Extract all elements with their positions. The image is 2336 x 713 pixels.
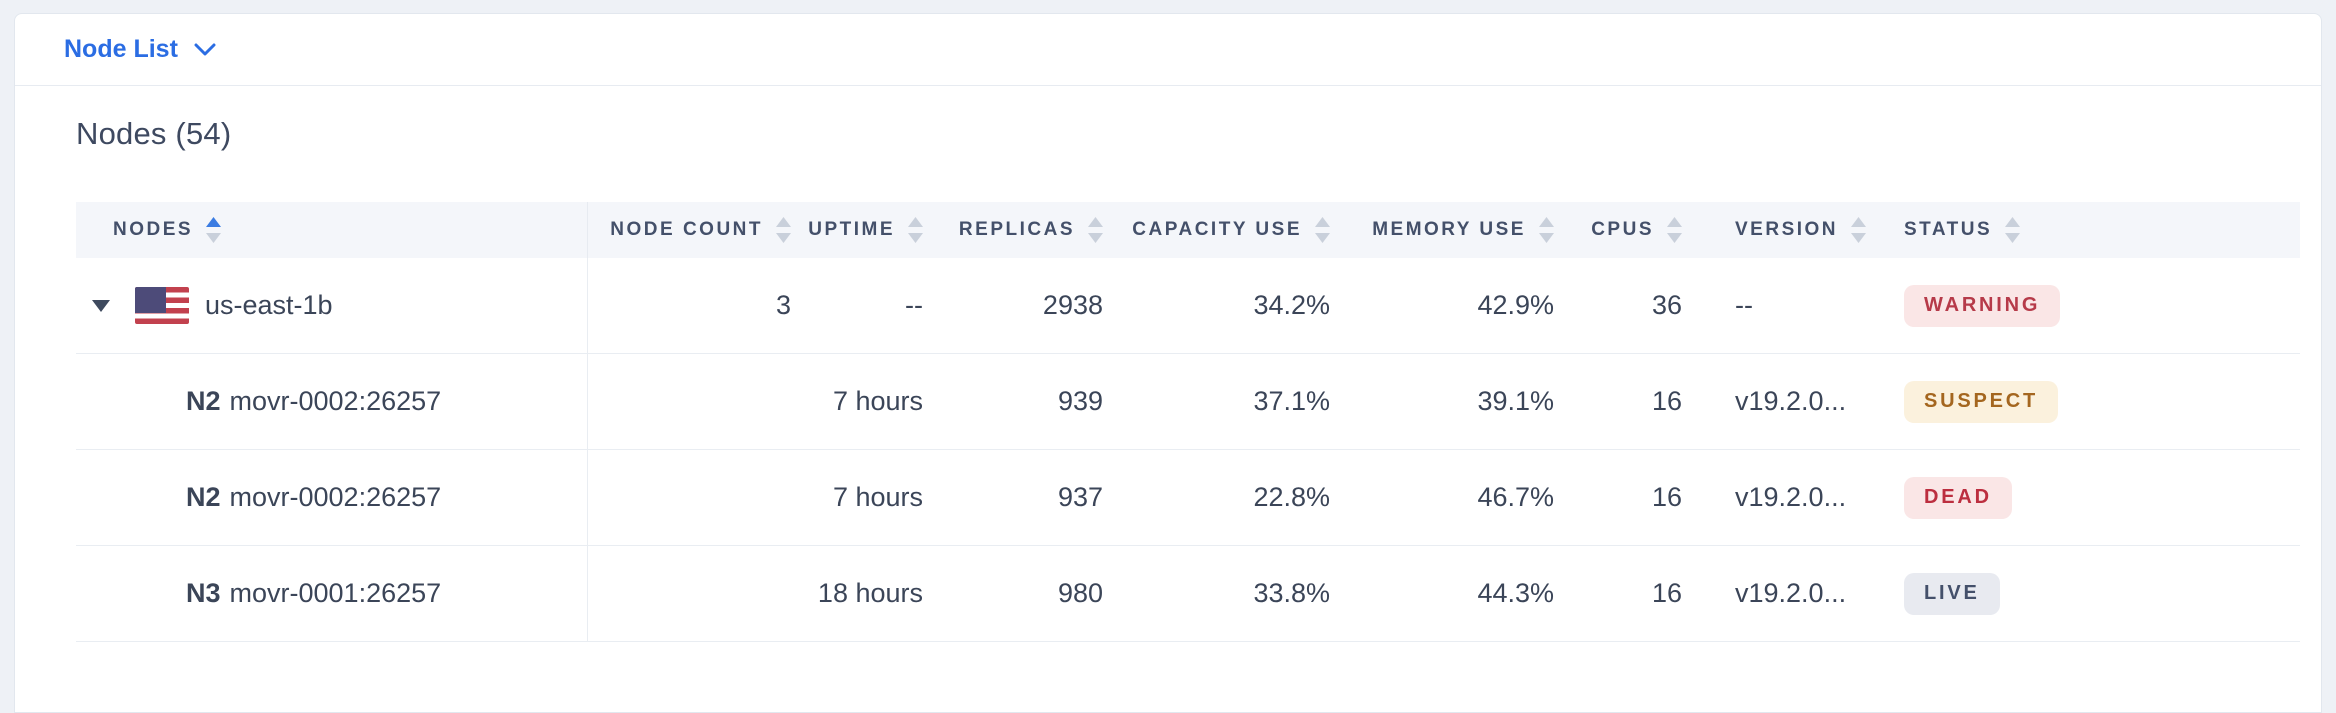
column-header-capacity-use[interactable]: CAPACITY USE	[1103, 202, 1330, 258]
capacity-use-value: 22.8%	[1253, 482, 1330, 512]
region-cell: us-east-1b	[76, 258, 588, 353]
uptime-value: --	[905, 290, 923, 320]
page-title: Nodes (54)	[76, 116, 232, 151]
memory-use-value: 46.7%	[1477, 482, 1554, 512]
node-id: N2	[186, 386, 221, 416]
chevron-down-icon	[194, 43, 216, 57]
capacity-use-value: 34.2%	[1253, 290, 1330, 320]
memory-use-value: 44.3%	[1477, 578, 1554, 608]
node-address: movr-0001:26257	[229, 578, 442, 608]
cpus-value: 16	[1651, 386, 1682, 416]
version-value: v19.2.0...	[1735, 482, 1847, 512]
table-row-node[interactable]: N3 movr-0001:26257 18 hours 980 33.8% 44…	[76, 546, 2300, 642]
node-cell: N2 movr-0002:26257	[76, 354, 588, 449]
node-cell: N2 movr-0002:26257	[76, 450, 588, 545]
sort-icon	[1088, 217, 1103, 243]
sort-icon	[1539, 217, 1554, 243]
table-row-node[interactable]: N2 movr-0002:26257 7 hours 939 37.1% 39.…	[76, 354, 2300, 450]
status-badge: LIVE	[1904, 572, 2000, 615]
collapse-caret-icon[interactable]	[84, 299, 118, 312]
node-list-dropdown-label: Node List	[64, 35, 178, 63]
version-value: v19.2.0...	[1735, 578, 1847, 608]
node-id: N2	[186, 482, 221, 512]
column-header-uptime[interactable]: UPTIME	[791, 202, 923, 258]
column-header-label: UPTIME	[808, 219, 895, 240]
table-header-row: NODES NODE COUNT	[76, 202, 2300, 258]
sort-icon	[206, 217, 222, 243]
column-header-version[interactable]: VERSION	[1682, 202, 1904, 258]
column-header-label: VERSION	[1735, 219, 1839, 240]
status-badge: DEAD	[1904, 476, 2012, 519]
column-header-label: CAPACITY USE	[1132, 219, 1302, 240]
cpus-value: 16	[1651, 482, 1682, 512]
column-header-cpus[interactable]: CPUS	[1554, 202, 1682, 258]
uptime-value: 18 hours	[817, 578, 923, 608]
node-list-dropdown[interactable]: Node List	[64, 35, 216, 64]
column-header-status[interactable]: STATUS	[1904, 202, 2300, 258]
column-header-replicas[interactable]: REPLICAS	[923, 202, 1103, 258]
capacity-use-value: 37.1%	[1253, 386, 1330, 416]
node-cell: N3 movr-0001:26257	[76, 546, 588, 641]
status-cell: DEAD	[1904, 476, 2300, 519]
column-header-label: NODE COUNT	[610, 219, 763, 240]
node-list-card: Node List Nodes (54) NODES	[14, 13, 2322, 713]
capacity-use-value: 33.8%	[1253, 578, 1330, 608]
node-list-page: Node List Nodes (54) NODES	[14, 13, 2322, 713]
sort-icon	[1667, 217, 1682, 243]
column-header-label: CPUS	[1591, 219, 1654, 240]
replicas-value: 980	[1057, 578, 1103, 608]
sort-icon	[1315, 217, 1330, 243]
memory-use-value: 39.1%	[1477, 386, 1554, 416]
version-value: --	[1735, 290, 1753, 320]
status-cell: WARNING	[1904, 284, 2300, 327]
nodes-table: NODES NODE COUNT	[76, 202, 2300, 642]
table-row-node[interactable]: N2 movr-0002:26257 7 hours 937 22.8% 46.…	[76, 450, 2300, 546]
sort-icon	[908, 217, 923, 243]
column-header-label: STATUS	[1904, 219, 1993, 240]
status-cell: LIVE	[1904, 572, 2300, 615]
version-value: v19.2.0...	[1735, 386, 1847, 416]
table-row-region[interactable]: us-east-1b 3 -- 2938 34.2% 42.9% 36 -- W…	[76, 258, 2300, 354]
sort-icon	[2005, 217, 2021, 243]
node-id: N3	[186, 578, 221, 608]
node-address: movr-0002:26257	[229, 386, 442, 416]
column-header-label: REPLICAS	[958, 219, 1075, 240]
status-cell: SUSPECT	[1904, 380, 2300, 423]
uptime-value: 7 hours	[832, 386, 923, 416]
column-header-nodes[interactable]: NODES	[76, 202, 588, 258]
replicas-value: 937	[1057, 482, 1103, 512]
status-badge: SUSPECT	[1904, 380, 2059, 423]
us-flag-icon	[135, 287, 189, 324]
memory-use-value: 42.9%	[1477, 290, 1554, 320]
card-body: Nodes (54) NODES NODE COUN	[15, 116, 2321, 642]
uptime-value: 7 hours	[832, 482, 923, 512]
region-name: us-east-1b	[205, 290, 333, 320]
replicas-value: 2938	[1042, 290, 1103, 320]
cpus-value: 16	[1651, 578, 1682, 608]
sort-icon	[776, 217, 791, 243]
column-header-memory-use[interactable]: MEMORY USE	[1330, 202, 1554, 258]
replicas-value: 939	[1057, 386, 1103, 416]
card-header: Node List	[15, 14, 2321, 86]
node-count-value: 3	[775, 290, 791, 320]
column-header-label: NODES	[113, 219, 194, 240]
status-badge: WARNING	[1904, 284, 2061, 327]
node-address: movr-0002:26257	[229, 482, 442, 512]
column-header-label: MEMORY USE	[1372, 219, 1526, 240]
cpus-value: 36	[1651, 290, 1682, 320]
column-header-node-count[interactable]: NODE COUNT	[588, 202, 791, 258]
sort-icon	[1851, 217, 1867, 243]
